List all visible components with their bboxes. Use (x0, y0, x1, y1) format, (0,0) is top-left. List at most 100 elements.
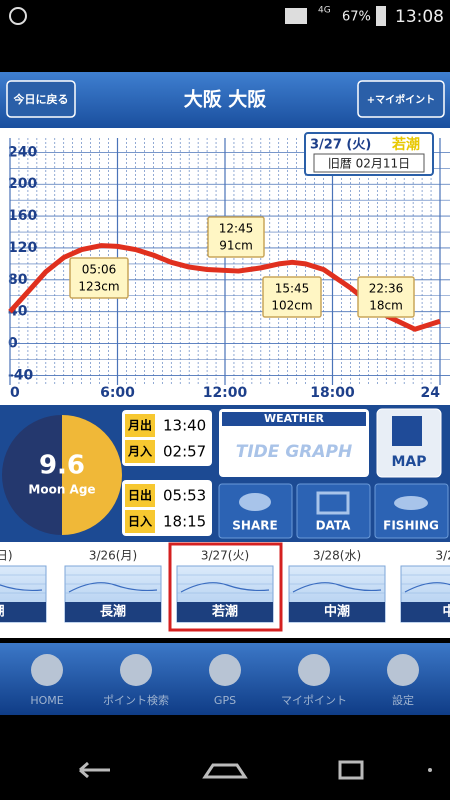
mini-curve (68, 582, 158, 593)
back-button[interactable] (6, 80, 76, 118)
nav-label: GPS (214, 694, 236, 707)
back-button-label: 今日に戻る (13, 92, 69, 106)
weather-label: WEATHER (264, 412, 325, 425)
map-icon (392, 416, 422, 446)
sunrise-label: 日出 (128, 488, 152, 503)
tide-time: 22:36 (369, 282, 404, 296)
nav-label: HOME (30, 694, 63, 707)
status-icon (9, 7, 27, 25)
day-tide: 長潮 (100, 604, 126, 620)
day-tide-bar (0, 602, 46, 622)
nav-icon (31, 654, 63, 686)
day-tide: 中潮 (324, 604, 350, 620)
fishing-label: FISHING (383, 519, 439, 533)
y-tick-label: 160 (8, 208, 37, 224)
nav-label: マイポイント (281, 694, 347, 707)
mini-curve (404, 582, 450, 593)
network-type: 4G (318, 6, 331, 16)
y-tick-label: 120 (8, 240, 37, 256)
y-tick-label: -40 (8, 367, 34, 383)
nav-icon (209, 654, 241, 686)
menu-key[interactable] (428, 768, 432, 772)
tide-name: 若潮 (391, 136, 420, 153)
recents-key[interactable] (338, 760, 364, 780)
moonset: 02:57 (163, 443, 206, 461)
data-label: DATA (316, 519, 352, 533)
label-bg (125, 484, 155, 507)
lunar-date: 旧暦 02月11日 (328, 157, 410, 171)
day-list: 5(日) 潮 3/26(月) 長潮 3/27(火) 若潮 3/28(水) 中潮 3/29 中 (0, 549, 450, 623)
location-title: 大阪 大阪 (184, 88, 268, 111)
tide-height: 102cm (271, 299, 312, 313)
day-tide-bar (401, 602, 450, 622)
tide-time: 12:45 (219, 222, 254, 236)
battery-icon (376, 6, 386, 26)
nav-icon (387, 654, 419, 686)
day-tide: 潮 (0, 604, 5, 620)
day-tide-bar (65, 602, 161, 622)
tide-time: 05:06 (82, 263, 117, 277)
day-tide-bar (177, 602, 273, 622)
add-point-label: +マイポイント (367, 93, 435, 106)
x-tick-label: 18:00 (310, 385, 355, 401)
nav-icon (298, 654, 330, 686)
tide-graph-label: TIDE GRAPH (236, 442, 352, 462)
battery-level: 67% (342, 10, 371, 25)
moonrise-label: 月出 (127, 418, 152, 433)
x-tick-label: 6:00 (100, 385, 135, 401)
share-label: SHARE (232, 519, 277, 533)
moonrise: 13:40 (163, 417, 206, 435)
tide-height: 18cm (369, 299, 403, 313)
moonset-label: 月入 (127, 445, 152, 459)
day-date: 3/27(火) (201, 549, 249, 563)
mini-curve (292, 582, 382, 593)
weather-bar (222, 412, 366, 426)
nav-icon (120, 654, 152, 686)
date: 3/27 (火) (310, 138, 371, 153)
day-tide: 若潮 (211, 604, 238, 620)
tide-label-box (262, 276, 322, 318)
x-tick-label: 24 (421, 385, 441, 401)
label-bg (125, 440, 155, 463)
y-tick-label: 80 (8, 272, 28, 288)
add-point-button[interactable] (357, 80, 445, 118)
status-icon (285, 8, 307, 24)
share-button[interactable] (218, 483, 293, 539)
clock: 13:08 (395, 7, 444, 27)
x-tick-label: 0 (10, 385, 20, 401)
tide-label-box (207, 216, 265, 258)
back-key[interactable] (79, 761, 110, 779)
data-icon (316, 491, 350, 515)
day-date: 3/26(月) (89, 549, 137, 563)
mini-curve (180, 582, 270, 593)
y-tick-label: 240 (8, 144, 37, 160)
map-label: MAP (391, 454, 426, 470)
moon-age-label: Moon Age (28, 483, 95, 497)
day-date: 3/28(水) (313, 549, 361, 563)
selected-day (168, 542, 283, 632)
data-button[interactable] (296, 483, 371, 539)
tide-height: 91cm (219, 239, 253, 253)
sunset-label: 日入 (128, 515, 152, 529)
y-tick-label: 0 (8, 336, 18, 352)
home-key[interactable] (202, 763, 248, 779)
fishing-button[interactable] (374, 483, 449, 539)
nav-label: ポイント検索 (103, 693, 169, 707)
tide-label-box (69, 257, 129, 299)
day-tide-bar (289, 602, 385, 622)
label-bg (125, 414, 155, 437)
moon-lit (62, 415, 122, 535)
moon-age: 9.6 (39, 451, 85, 481)
day-date: 3/29 (436, 549, 450, 563)
day-date: 5(日) (0, 549, 13, 563)
tide-time: 15:45 (275, 282, 310, 296)
fishing-icon (394, 496, 428, 510)
tide-height: 123cm (78, 280, 119, 294)
tide-label-box (357, 276, 415, 318)
sunrise: 05:53 (163, 487, 206, 505)
x-tick-label: 12:00 (203, 385, 248, 401)
mini-curve (0, 584, 43, 592)
